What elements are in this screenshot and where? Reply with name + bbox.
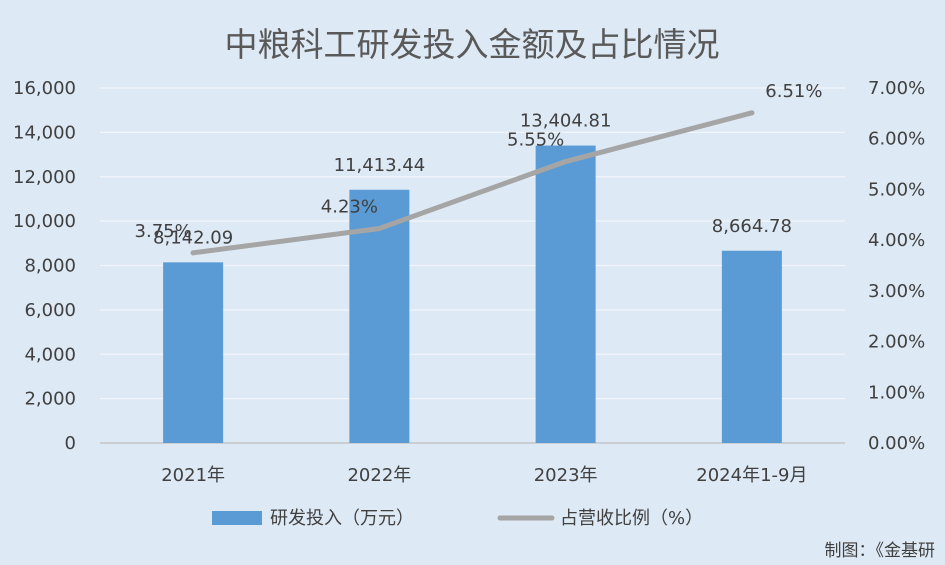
data-labels: 8,142.09 11,413.44 13,404.81 8,664.78 3.75% 4… — [135, 81, 823, 248]
bar-value-label: 13,404.81 — [520, 111, 612, 132]
right-tick-label: 0.00% — [868, 433, 925, 454]
line-path — [190, 110, 755, 256]
left-tick-label: 8,000 — [24, 256, 76, 277]
bar-value-label: 11,413.44 — [334, 155, 426, 176]
line-value-label: 3.75% — [135, 221, 192, 242]
bar — [163, 262, 224, 443]
line-point — [190, 250, 196, 256]
bar-value-label: 8,664.78 — [712, 216, 792, 237]
line-value-label: 5.55% — [507, 130, 564, 151]
bar — [535, 145, 596, 443]
gridlines — [100, 87, 845, 444]
left-axis: 0 2,000 4,000 6,000 8,000 10,000 12,000 14,000 1… — [13, 78, 76, 454]
legend-bar-swatch — [212, 511, 262, 525]
right-tick-label: 4.00% — [868, 230, 925, 251]
right-tick-label: 2.00% — [868, 332, 925, 353]
category-label: 2024年1-9月 — [696, 465, 807, 486]
source-caption: 制图：《金基研 — [825, 541, 936, 561]
right-tick-label: 5.00% — [868, 179, 925, 200]
line-point — [749, 110, 755, 116]
line-point — [376, 225, 382, 231]
line-value-label: 4.23% — [321, 196, 378, 217]
right-tick-label: 6.00% — [868, 129, 925, 150]
line-point — [563, 159, 569, 165]
line-series — [190, 110, 755, 256]
left-tick-label: 6,000 — [24, 300, 76, 321]
bar — [721, 250, 782, 443]
right-tick-label: 1.00% — [868, 382, 925, 403]
left-tick-label: 14,000 — [13, 122, 76, 143]
bar-series — [163, 145, 782, 443]
bar-value-label: 8,142.09 — [153, 227, 233, 248]
chart-title: 中粮科工研发投入金额及占比情况 — [225, 25, 720, 64]
right-tick-label: 3.00% — [868, 281, 925, 302]
left-tick-label: 2,000 — [24, 389, 76, 410]
legend-bar-label: 研发投入（万元） — [270, 508, 414, 529]
left-tick-label: 10,000 — [13, 211, 76, 232]
legend: 研发投入（万元） 占营收比例（%） — [212, 508, 703, 529]
left-tick-label: 4,000 — [24, 344, 76, 365]
line-value-label: 6.51% — [765, 81, 822, 102]
right-axis: 0.00% 1.00% 2.00% 3.00% 4.00% 5.00% 6.00% 7.00% — [868, 78, 925, 454]
category-axis: 2021年 2022年 2023年 2024年1-9月 — [161, 465, 807, 486]
category-label: 2022年 — [347, 465, 411, 486]
left-tick-label: 12,000 — [13, 167, 76, 188]
legend-line-label: 占营收比例（%） — [560, 508, 703, 529]
category-label: 2021年 — [161, 465, 225, 486]
category-label: 2023年 — [534, 465, 598, 486]
right-tick-label: 7.00% — [868, 78, 925, 99]
left-tick-label: 0 — [65, 433, 76, 454]
left-tick-label: 16,000 — [13, 78, 76, 99]
